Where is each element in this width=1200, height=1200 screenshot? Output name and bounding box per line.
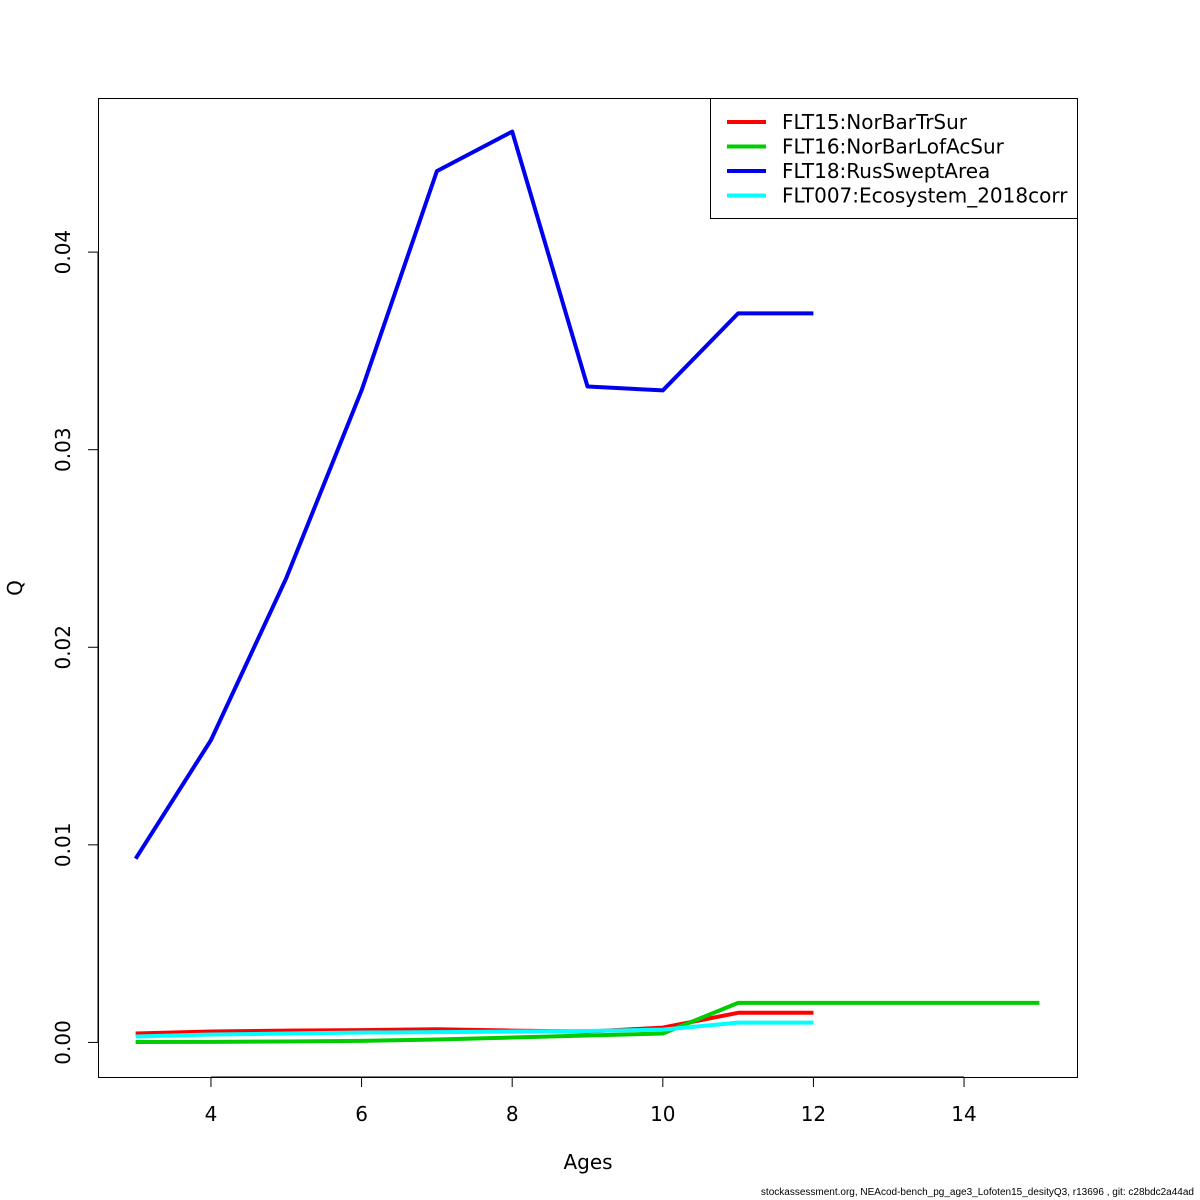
series-line-4 [135, 1020, 814, 1039]
x-tick-label: 10 [650, 1102, 675, 1126]
footer-note: stockassessment.org, NEAcod-bench_pg_age… [760, 1187, 1194, 1198]
legend-label: FLT15:NorBarTrSur [782, 110, 968, 134]
x-tick-label: 12 [801, 1102, 826, 1126]
x-tick-label: 8 [506, 1102, 519, 1126]
series-line-3 [133, 129, 814, 860]
chart-axes: 4 6 8 10 12 14 0.00 0.01 0.02 0.03 0.04 [51, 230, 977, 1126]
chart-series [133, 129, 1040, 1045]
legend: FLT15:NorBarTrSurFLT16:NorBarLofAcSurFLT… [710, 98, 1078, 219]
legend-label: FLT18:RusSweptArea [782, 159, 990, 183]
x-axis-label: Ages [563, 1150, 612, 1174]
legend-box [710, 98, 1078, 219]
y-tick-label: 0.01 [51, 823, 75, 868]
y-axis-label: Q [3, 580, 27, 596]
x-tick-label: 6 [355, 1102, 368, 1126]
x-tick-label: 14 [951, 1102, 976, 1126]
plot-frame [98, 98, 1078, 1078]
y-tick-label: 0.03 [51, 427, 75, 472]
y-tick-label: 0.04 [51, 230, 75, 275]
series-line-2 [135, 1000, 1040, 1045]
legend-label: FLT16:NorBarLofAcSur [782, 135, 1005, 159]
y-tick-label: 0.02 [51, 625, 75, 670]
y-tick-label: 0.00 [51, 1020, 75, 1065]
x-tick-label: 4 [205, 1102, 218, 1126]
legend-label: FLT007:Ecosystem_2018corr [782, 184, 1068, 208]
